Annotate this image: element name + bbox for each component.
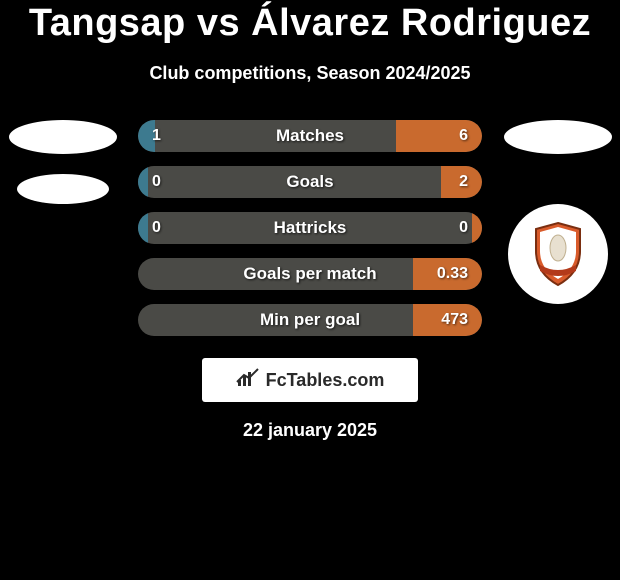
- stats-column: 16Matches02Goals00Hattricks0.33Goals per…: [138, 120, 482, 336]
- stat-value-right: 473: [427, 311, 482, 329]
- right-side-column: [500, 120, 615, 304]
- stat-row: 0 0Hattricks: [138, 212, 482, 244]
- stat-label: Hattricks: [138, 218, 482, 238]
- player2-portrait-placeholder: [504, 120, 612, 154]
- stat-value-right: 6: [434, 127, 482, 145]
- stat-value-left: 0: [138, 173, 186, 191]
- stat-row: 0.33Goals per match: [138, 258, 482, 290]
- stat-label: Matches: [138, 126, 482, 146]
- stat-value-right: 2: [434, 173, 482, 191]
- stat-row: 1 6Matches: [138, 120, 482, 152]
- stat-label: Goals: [138, 172, 482, 192]
- comparison-card: Tangsap vs Álvarez Rodriguez Club compet…: [0, 0, 620, 441]
- brand-text: FcTables.com: [266, 370, 385, 391]
- stat-value-right: 0: [434, 219, 482, 237]
- player1-portrait-placeholder: [9, 120, 117, 154]
- shield-icon: [530, 221, 586, 287]
- left-side-column: [5, 120, 120, 204]
- page-subtitle: Club competitions, Season 2024/2025: [0, 63, 620, 84]
- player2-club-badge: [508, 204, 608, 304]
- main-row: 16Matches02Goals00Hattricks0.33Goals per…: [0, 120, 620, 336]
- stat-value-right: 0.33: [423, 265, 482, 283]
- stat-value-left: 0: [138, 219, 186, 237]
- brand-logo[interactable]: FcTables.com: [202, 358, 418, 402]
- snapshot-date: 22 january 2025: [0, 420, 620, 441]
- stat-row: 473Min per goal: [138, 304, 482, 336]
- chart-icon: [236, 368, 260, 393]
- stat-row: 0 2Goals: [138, 166, 482, 198]
- page-title: Tangsap vs Álvarez Rodriguez: [0, 2, 620, 45]
- stat-value-left: 1: [138, 127, 186, 145]
- player1-club-placeholder: [17, 174, 109, 204]
